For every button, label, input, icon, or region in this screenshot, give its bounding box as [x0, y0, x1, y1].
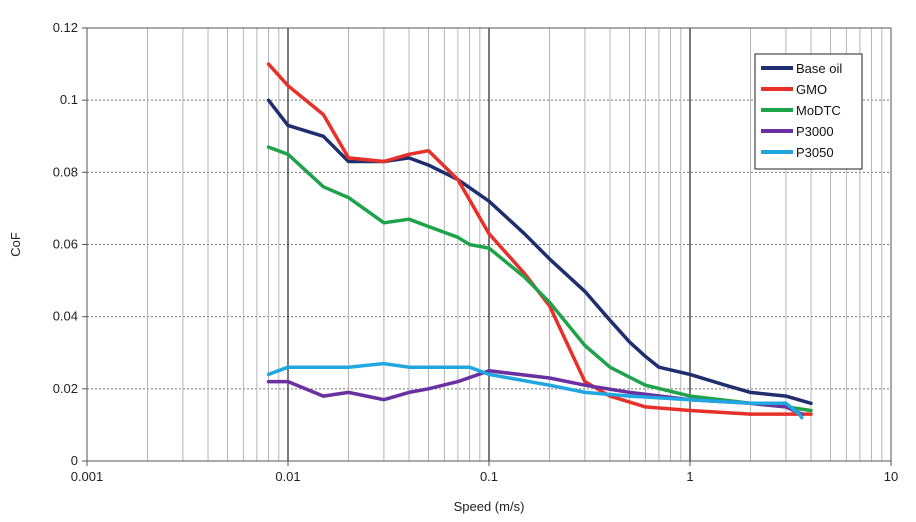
legend-label: P3000 [796, 124, 834, 139]
legend-item-p3050: P3050 [761, 145, 834, 160]
x-tick-label: 1 [686, 469, 693, 484]
legend: Base oil GMO MoDTC P3000 P3050 [754, 53, 863, 170]
x-axis-title: Speed (m/s) [454, 499, 525, 514]
legend-label: Base oil [796, 61, 842, 76]
legend-label: GMO [796, 82, 827, 97]
y-tick-label: 0.04 [53, 309, 78, 324]
x-tick-label: 0.001 [71, 469, 104, 484]
y-tick-label: 0.08 [53, 164, 78, 179]
y-tick-label: 0.1 [60, 92, 78, 107]
legend-item-modtc: MoDTC [761, 103, 841, 118]
series-line-p3050 [266, 361, 804, 420]
x-tick-label: 0.1 [480, 469, 498, 484]
legend-label: MoDTC [796, 103, 841, 118]
legend-item-gmo: GMO [761, 82, 827, 97]
y-tick-label: 0 [71, 453, 78, 468]
y-tick-label: 0.12 [53, 20, 78, 35]
y-tick-label: 0.02 [53, 381, 78, 396]
y-tick-label: 0.06 [53, 237, 78, 252]
legend-item-p3000: P3000 [761, 124, 834, 139]
y-axis-title: CoF [8, 232, 23, 257]
grid [87, 28, 891, 461]
legend-label: P3050 [796, 145, 834, 160]
tick-labels: 0 0.02 0.04 0.06 0.08 0.1 0.12 0.001 0.01 0.1 1 10 [53, 20, 899, 484]
series-line-gmo [266, 62, 813, 416]
series-line-modtc [266, 145, 813, 413]
x-tick-label: 10 [884, 469, 898, 484]
series-group [266, 62, 813, 420]
x-tick-label: 0.01 [275, 469, 300, 484]
legend-item-base-oil: Base oil [761, 61, 842, 76]
series-line-base-oil [266, 98, 813, 406]
